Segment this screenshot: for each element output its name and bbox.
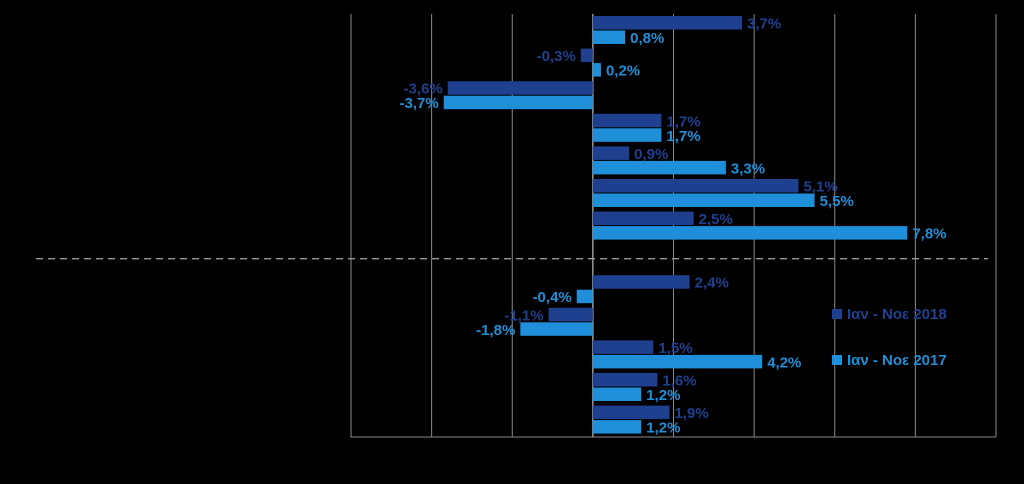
legend-label-2018: Ιαν - Νοε 2018	[847, 306, 947, 323]
data-label-s1-c9: 4,2%	[767, 354, 801, 371]
bar-s0-c2	[447, 81, 593, 95]
bar-s0-c3	[592, 113, 662, 128]
data-label-s1-c7: -0,4%	[533, 289, 572, 306]
bar-s1-c6	[592, 226, 908, 240]
data-label-s0-c11: 1,9%	[674, 405, 708, 422]
legend-swatch-2018	[832, 309, 842, 319]
bar-s1-c8	[520, 322, 593, 336]
bar-s1-c2	[443, 95, 593, 110]
data-label-s0-c8: -1,1%	[504, 307, 543, 324]
bar-s1-c7	[576, 289, 593, 304]
bar-s0-c8	[548, 307, 593, 322]
data-labels-layer: 3,7%-0,3%-3,6%1,7%0,9%5,1%2,5%2,4%-1,1%1…	[400, 16, 947, 437]
bar-s0-c10	[592, 373, 658, 387]
data-label-s1-c0: 0,8%	[630, 30, 664, 47]
bar-s0-c9	[592, 340, 654, 354]
bar-s0-c7	[592, 275, 690, 289]
bar-s0-c6	[592, 211, 694, 226]
bar-s1-c9	[592, 354, 763, 369]
bar-s1-c11	[592, 420, 642, 434]
data-label-s0-c10: 1,6%	[662, 373, 696, 390]
data-label-s0-c6: 2,5%	[699, 211, 733, 228]
data-label-s0-c5: 5,1%	[803, 179, 837, 196]
data-label-s1-c6: 7,8%	[912, 226, 946, 243]
data-label-s0-c1: -0,3%	[537, 48, 576, 65]
data-label-s1-c8: -1,8%	[476, 322, 515, 339]
bar-s1-c3	[592, 128, 662, 142]
bar-s0-c1	[580, 48, 593, 63]
bar-s1-c5	[592, 193, 815, 207]
data-label-s1-c11: 1,2%	[646, 420, 680, 437]
legend: Ιαν - Νοε 2018 Ιαν - Νοε 2017	[832, 306, 947, 369]
legend-swatch-2017	[832, 355, 842, 365]
bar-s1-c0	[592, 30, 626, 44]
data-label-s0-c3: 1,7%	[666, 113, 700, 130]
data-label-s0-c2: -3,6%	[404, 81, 443, 98]
bars-layer	[443, 16, 908, 434]
data-label-s0-c0: 3,7%	[747, 16, 781, 33]
legend-label-2017: Ιαν - Νοε 2017	[847, 352, 947, 369]
bar-s1-c1	[592, 63, 601, 77]
data-label-s0-c9: 1,5%	[658, 340, 692, 357]
data-label-s0-c4: 0,9%	[634, 146, 668, 163]
data-label-s0-c7: 2,4%	[695, 275, 729, 292]
bar-s0-c4	[592, 146, 630, 160]
data-label-s1-c3: 1,7%	[666, 128, 700, 145]
data-label-s1-c5: 5,5%	[820, 193, 854, 210]
data-label-s1-c4: 3,3%	[731, 160, 765, 177]
bar-s0-c5	[592, 179, 799, 193]
data-label-s1-c2: -3,7%	[400, 95, 439, 112]
bar-s1-c4	[592, 160, 726, 175]
bar-s0-c0	[592, 16, 743, 30]
bar-s1-c10	[592, 387, 642, 401]
data-label-s1-c1: 0,2%	[606, 63, 640, 80]
data-label-s1-c10: 1,2%	[646, 387, 680, 404]
bar-s0-c11	[592, 405, 670, 420]
